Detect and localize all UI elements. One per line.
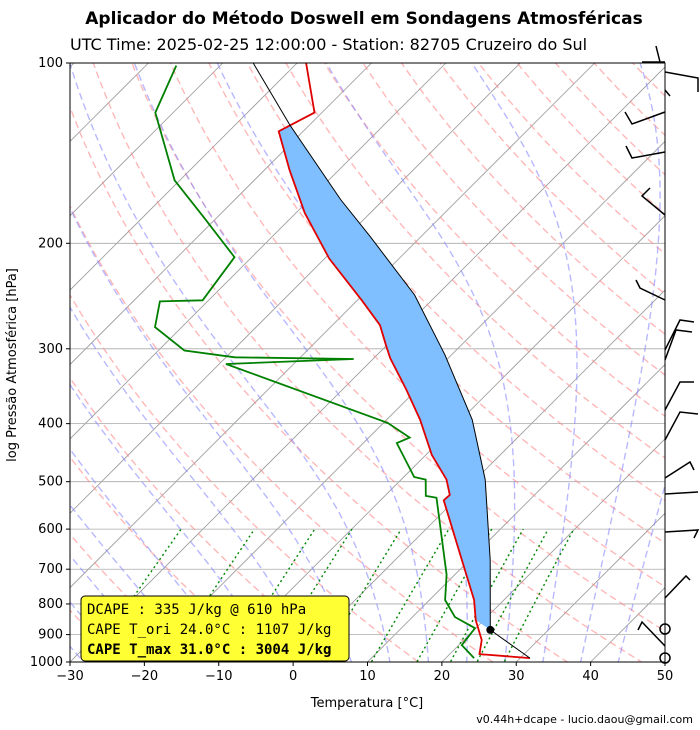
x-tick-label: −20 <box>131 669 158 684</box>
isotherm <box>70 63 447 440</box>
profile-line <box>277 63 530 659</box>
dry-adiabat <box>169 63 665 588</box>
moist-adiabat <box>471 63 578 662</box>
dry-adiabat <box>645 36 700 675</box>
dry-adiabat <box>131 63 665 632</box>
x-tick-label: 30 <box>508 669 525 684</box>
y-tick-label: 300 <box>38 342 63 357</box>
x-tick-label: −30 <box>56 669 83 684</box>
isotherm <box>70 63 521 514</box>
moist-adiabat <box>70 63 391 662</box>
dry-adiabat <box>70 293 420 662</box>
y-axis-label: log Pressão Atmosférica [hPa] <box>5 268 20 462</box>
lcl-point <box>486 625 495 634</box>
moist-adiabat <box>325 63 516 662</box>
mixing-ratio-line <box>503 528 575 662</box>
barb <box>664 529 700 539</box>
info-line: CAPE T_ori 24.0°C : 1107 J/kg <box>87 622 331 638</box>
barb <box>664 381 694 411</box>
barb <box>664 319 695 361</box>
dry-adiabat <box>682 36 700 675</box>
x-tick-label: 10 <box>359 669 376 684</box>
wind-barbs <box>624 45 700 664</box>
isotherm <box>366 363 665 662</box>
barb <box>624 111 666 125</box>
chart-title: Aplicador do Método Doswell em Sondagens… <box>85 9 642 29</box>
y-tick-label: 1000 <box>30 655 63 670</box>
profile-line <box>154 65 477 659</box>
barb <box>637 620 666 647</box>
profile-line <box>252 63 531 659</box>
x-tick-label: 20 <box>434 669 451 684</box>
dry-adiabat <box>323 63 665 418</box>
x-tick-label: 40 <box>582 669 599 684</box>
chart-subtitle: UTC Time: 2025-02-25 12:00:00 - Station:… <box>70 35 587 54</box>
dry-adiabat <box>70 204 495 662</box>
mixing-ratio-line <box>267 528 353 662</box>
isotherm <box>515 512 665 662</box>
barb <box>664 574 691 599</box>
isotherm <box>664 661 665 662</box>
barb <box>664 411 699 441</box>
y-tick-label: 100 <box>38 56 63 71</box>
barb <box>640 187 666 216</box>
info-box <box>80 595 350 662</box>
y-tick-label: 600 <box>38 522 63 537</box>
x-tick-label: 50 <box>657 669 674 684</box>
calm-marker <box>659 652 671 664</box>
isotherm <box>441 438 665 662</box>
y-tick-label: 200 <box>38 236 63 251</box>
dry-adiabat <box>92 63 643 662</box>
barb <box>664 491 699 495</box>
isotherm <box>70 63 224 217</box>
moist-adiabat <box>70 448 237 662</box>
barb <box>664 460 695 479</box>
barb <box>664 71 699 97</box>
cape-area <box>278 125 491 630</box>
dry-adiabat <box>631 63 665 97</box>
mixing-ratio-line <box>476 528 549 662</box>
moist-adiabat <box>70 305 314 662</box>
y-tick-label: 700 <box>38 562 63 577</box>
y-tick-label: 900 <box>38 628 63 643</box>
plot-area <box>70 36 700 675</box>
mixing-ratio-line <box>228 528 316 662</box>
moist-adiabat <box>70 504 198 662</box>
moist-adiabat <box>617 482 665 662</box>
moist-adiabat <box>579 63 661 662</box>
dry-adiabat <box>593 63 665 137</box>
x-axis-label: Temperatura [°C] <box>310 696 423 711</box>
dry-adiabat <box>554 63 665 176</box>
barb <box>625 145 666 159</box>
x-tick-label: 0 <box>289 669 297 684</box>
isotherm <box>292 289 665 662</box>
moist-adiabat <box>133 63 430 662</box>
y-tick-label: 500 <box>38 475 63 490</box>
dry-adiabat <box>439 63 665 295</box>
dry-adiabat <box>70 105 569 662</box>
isotherm <box>70 63 596 589</box>
barb <box>635 279 666 301</box>
footer: v0.44h+dcape - lucio.daou@gmail.com <box>476 713 693 726</box>
y-tick-label: 400 <box>38 417 63 432</box>
isotherm <box>70 63 149 142</box>
isotherm <box>143 140 665 662</box>
dry-adiabat <box>70 609 122 662</box>
info-line: CAPE T_max 31.0°C : 3004 J/kg <box>87 642 331 658</box>
info-line: DCAPE : 335 J/kg @ 610 hPa <box>87 602 306 618</box>
calm-marker <box>659 623 671 635</box>
x-tick-label: −10 <box>205 669 232 684</box>
y-tick-label: 800 <box>38 597 63 612</box>
barb <box>642 45 665 63</box>
isotherm <box>70 63 298 291</box>
isotherm <box>70 66 665 662</box>
